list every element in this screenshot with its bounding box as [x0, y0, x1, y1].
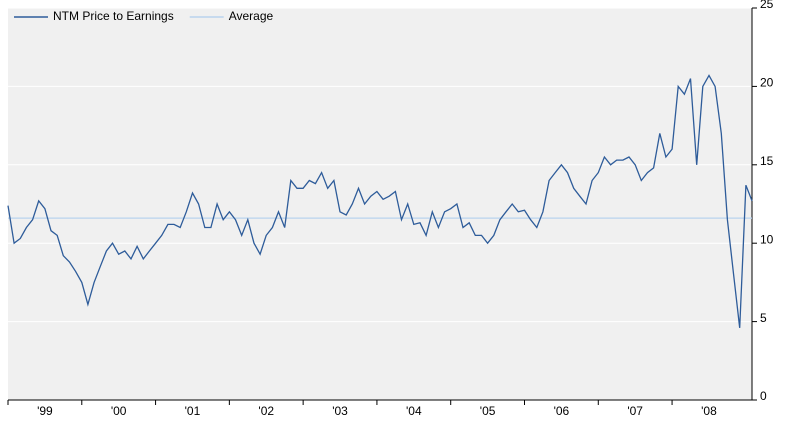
x-tick-label: '08	[701, 404, 717, 418]
legend-label: Average	[229, 9, 274, 23]
y-tick-label: 15	[760, 154, 774, 168]
legend-label: NTM Price to Earnings	[53, 9, 174, 23]
x-tick-label: '01	[185, 404, 201, 418]
x-tick-label: '04	[406, 404, 422, 418]
y-tick-label: 0	[760, 389, 767, 403]
plot-area	[8, 8, 752, 400]
x-tick-label: '03	[332, 404, 348, 418]
series-line	[7, 74, 753, 328]
x-tick-label: '05	[480, 404, 496, 418]
y-tick-label: 20	[760, 76, 774, 90]
x-tick-label: '02	[258, 404, 274, 418]
x-tick-label: '06	[554, 404, 570, 418]
x-tick-label: '07	[627, 404, 643, 418]
x-tick-label: '99	[37, 404, 53, 418]
x-tick-label: '00	[111, 404, 127, 418]
y-tick-label: 10	[760, 232, 774, 246]
y-tick-label: 5	[760, 311, 767, 325]
y-tick-label: 25	[760, 0, 774, 11]
